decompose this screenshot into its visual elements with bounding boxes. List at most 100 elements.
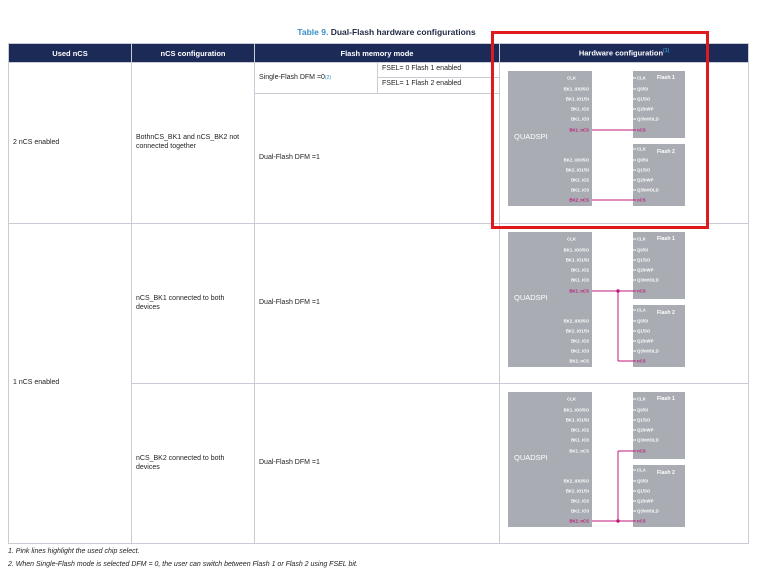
flash2-block [633,465,685,527]
flash2-clk-label: CLA [637,308,646,313]
header-ncs-configuration: nCS configuration [131,43,255,63]
bk1-pin-label: BK1_IO1/SI [566,418,589,423]
quadspi-block [508,232,592,367]
bk2-pin-label: BK2_IO0/SO [564,319,590,324]
hw-diagram-ncs-bk1: QUADSPI Flash 1 Flash 2 CLK CLK CLA BK1_IO0/SO… [508,230,686,375]
clk-label: CLK [567,76,577,81]
cell-ncs-config: BothnCS_BK1 and nCS_BK2 not connected to… [131,62,255,224]
header-used-ncs: Used nCS [8,43,132,63]
flash1-ncs-label: nCS [637,128,646,133]
bk2-ncs-label: BK2_nCS [569,198,589,203]
highlight-box [491,31,709,229]
footnote-2: 2. When Single-Flash mode is selected DF… [8,561,358,568]
flash2-ncs-label: nCS [637,359,646,364]
bk1-pin-label: BK1_IO0/SO [564,248,590,253]
bk2-pin-label: BK2_IO3 [571,349,590,354]
flash2-block [633,144,685,206]
table-title: Dual-Flash hardware configurations [330,27,476,37]
flash2-clk-label: CLA [637,468,646,473]
bk2-pin-label: BK2_IO2 [571,499,590,504]
bk2-ncs-label: BK2_nCS [569,519,589,524]
flash1-pin-label: Q2/nWP [637,428,654,433]
flash1-label: Flash 1 [657,236,675,242]
bk2-pin-label: BK2_IO1/SI [566,329,589,334]
flash1-ncs-label: nCS [637,289,646,294]
cell-ncs-config: nCS_BK1 connected to both devices [131,223,255,384]
bk2-pin-label: BK2_IO1/SI [566,489,589,494]
table-row: 1 nCS enabled nCS_BK1 connected to both … [8,223,749,544]
flash2-pin-label: Q2/nWP [637,178,654,183]
bk2-pin-label: BK2_IO1/SI [566,168,589,173]
flash2-pin-label: Q3/nHOLD [637,349,659,354]
bk1-pin-label: BK1_IO3 [571,438,590,443]
flash1-block [633,232,685,299]
bk1-pin-label: BK1_IO2 [571,268,590,273]
flash1-pin-label: Q1/SO [637,97,651,102]
quadspi-label: QUADSPI [514,293,548,302]
dual-flash-config-table: Used nCS nCS configuration Flash memory … [8,43,749,544]
cell-used-ncs: 2 nCS enabled [8,62,132,224]
table-caption: Table 9. Dual-Flash hardware configurati… [0,27,773,37]
bk1-pin-label: BK1_IO2 [571,428,590,433]
fsel-1-option: FSEL= 1 Flash 2 enabled [382,80,462,87]
single-flash-mode: Single-Flash DFM =0 (2) [255,63,378,93]
bk2-ncs-label: BK2_nCS [569,359,589,364]
cell-flash-mode: Single-Flash DFM =0 (2) FSEL= 0 Flash 1 e… [254,62,500,224]
flash1-clk-label: CLK [637,397,647,402]
flash2-pin-label: Q2/nWP [637,339,654,344]
flash2-pin-label: Q0/SI [637,479,648,484]
bk1-pin-label: BK1_IO2 [571,107,590,112]
flash1-pin-label: Q3/nHOLD [637,278,659,283]
bk2-pin-label: BK2_IO2 [571,178,590,183]
flash1-pin-label: Q0/SI [637,408,648,413]
flash1-clk-label: CLK [637,237,647,242]
flash2-pin-label: Q0/SI [637,319,648,324]
flash1-pin-label: Q0/SI [637,87,648,92]
flash2-pin-label: Q2/nWP [637,499,654,504]
flash1-block [633,71,685,138]
quadspi-block [508,392,592,527]
flash1-block [633,392,685,459]
flash1-pin-label: Q2/nWP [637,107,654,112]
bk1-pin-label: BK1_IO1/SI [566,97,589,102]
footnote-ref-2: (2) [324,74,332,81]
flash2-pin-label: Q0/SI [637,158,648,163]
flash1-clk-label: CLK [637,76,647,81]
flash2-block [633,305,685,367]
bk1-pin-label: BK1_IO3 [571,117,590,122]
flash2-pin-label: Q1/SO [637,489,651,494]
flash1-pin-label: Q3/nHOLD [637,117,659,122]
clk-label: CLK [567,397,577,402]
flash2-pin-label: Q1/SO [637,168,651,173]
bk1-pin-label: BK1_IO1/SI [566,258,589,263]
flash1-label: Flash 1 [657,396,675,402]
flash2-label: Flash 2 [657,149,675,155]
clk-label: CLK [567,237,577,242]
flash2-ncs-label: nCS [637,519,646,524]
bk2-pin-label: BK2_IO3 [571,188,590,193]
flash1-ncs-label: nCS [637,449,646,454]
cell-flash-mode: Dual-Flash DFM =1 [254,383,500,544]
hw-diagram-ncs-bk2: QUADSPI Flash 1 Flash 2 CLK CLK CLA BK1_IO0/SO… [508,390,686,535]
bk1-pin-label: BK1_IO3 [571,278,590,283]
dual-flash-mode: Dual-Flash DFM =1 [259,154,320,162]
flash2-pin-label: Q3/nHOLD [637,509,659,514]
flash1-pin-label: Q3/nHOLD [637,438,659,443]
quadspi-label: QUADSPI [514,132,548,141]
flash1-pin-label: Q0/SI [637,248,648,253]
flash1-pin-label: Q1/SO [637,418,651,423]
flash2-clk-label: CLK [637,147,647,152]
footnote-1: 1. Pink lines highlight the used chip se… [8,548,140,555]
flash1-label: Flash 1 [657,75,675,81]
bk2-pin-label: BK2_IO0/SO [564,158,590,163]
bk1-ncs-label: BK1_nCS [569,128,589,133]
bk1-ncs-label: BK1_nCS [569,289,589,294]
cell-used-ncs: 1 nCS enabled [8,223,132,544]
header-flash-memory-mode: Flash memory mode [254,43,500,63]
flash1-pin-label: Q1/SO [637,258,651,263]
flash1-pin-label: Q2/nWP [637,268,654,273]
table-number: Table 9. [297,27,329,37]
flash2-pin-label: Q3/nHOLD [637,188,659,193]
quadspi-block [508,71,592,206]
fsel-0-option: FSEL= 0 Flash 1 enabled [378,63,499,78]
